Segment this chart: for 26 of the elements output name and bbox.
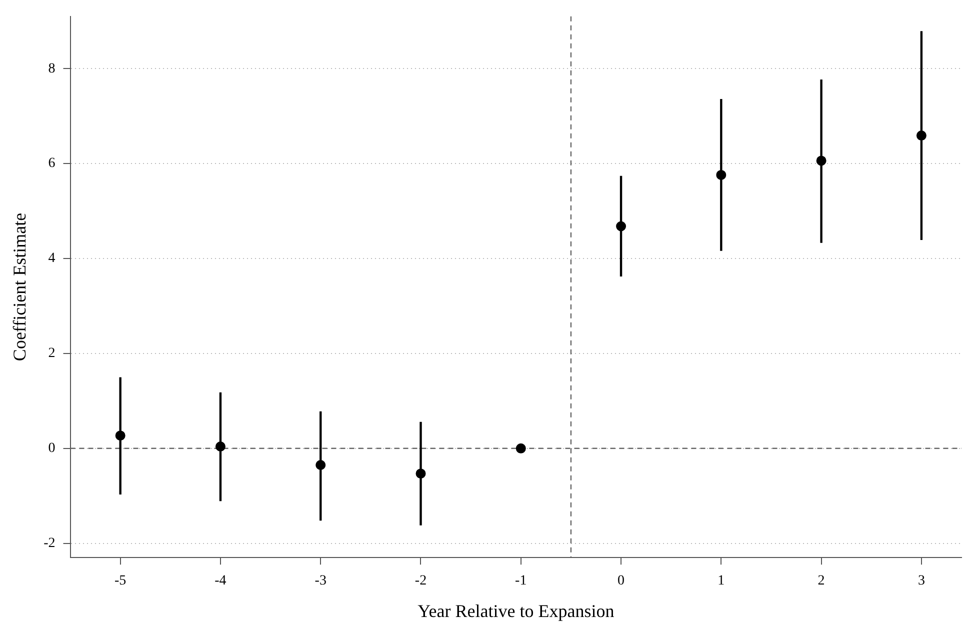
y-tick-label: -2 — [44, 536, 56, 552]
x-tick-label: 0 — [618, 574, 625, 589]
point — [215, 442, 226, 452]
x-tick-label: -3 — [314, 574, 326, 589]
point — [416, 468, 426, 479]
x-tick-label: 1 — [718, 574, 725, 589]
x-tick-label: 2 — [818, 574, 825, 589]
point — [916, 130, 926, 141]
y-tick-label: 2 — [48, 346, 56, 362]
y-tick-label: 6 — [48, 156, 56, 172]
y-tick-label: 4 — [48, 251, 56, 266]
point — [115, 430, 126, 441]
x-tick-label: -4 — [214, 574, 226, 589]
y-tick-label: 0 — [48, 441, 56, 456]
point — [716, 170, 726, 180]
y-tick-label: 8 — [48, 61, 56, 76]
point — [616, 221, 626, 232]
x-tick-label: 3 — [918, 574, 925, 589]
point — [516, 443, 526, 454]
x-tick-label: -1 — [515, 574, 527, 589]
point — [816, 156, 826, 166]
y-axis-title: Coefficient Estimate — [10, 212, 30, 362]
point — [316, 460, 326, 470]
x-tick-label: -5 — [114, 574, 126, 589]
x-tick-label: -2 — [414, 574, 427, 589]
x-axis-title: Year Relative to Expansion — [418, 600, 614, 621]
